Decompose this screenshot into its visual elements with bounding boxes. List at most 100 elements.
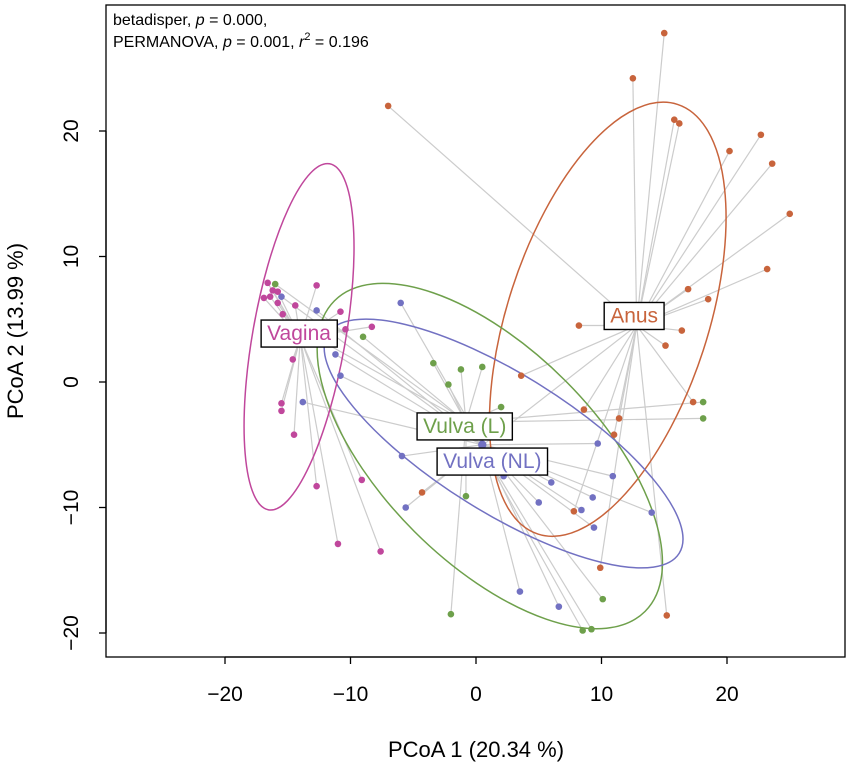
group-label-box-anus xyxy=(603,301,665,331)
x-axis-title: PCoA 1 (20.34 %) xyxy=(388,737,564,762)
spider-line-vagina xyxy=(299,338,318,487)
point-vulva-l xyxy=(447,610,455,618)
spider-line-anus xyxy=(636,33,665,326)
point-vulva-nl xyxy=(397,299,405,307)
point-vulva-l xyxy=(430,359,437,367)
point-vulva-l xyxy=(699,415,707,422)
point-anus xyxy=(768,160,776,167)
point-vulva-l xyxy=(445,381,452,388)
point-anus xyxy=(757,131,765,139)
group-label-vulva-l: Vulva (L) xyxy=(416,412,514,441)
spider-line-vagina xyxy=(299,337,382,552)
point-vulva-l xyxy=(271,280,279,288)
point-anus xyxy=(596,564,604,572)
point-vagina xyxy=(337,308,344,316)
point-vagina xyxy=(278,407,285,415)
point-vagina xyxy=(274,299,282,307)
point-vulva-nl xyxy=(337,372,344,380)
point-vulva-l xyxy=(599,595,607,603)
point-vulva-nl xyxy=(555,603,563,610)
spider-line-vulva-l xyxy=(274,283,467,423)
point-vagina xyxy=(313,282,320,289)
point-anus xyxy=(384,102,392,110)
point-vagina xyxy=(289,356,297,363)
point-vulva-l xyxy=(579,627,586,634)
group-label-box-vagina xyxy=(260,319,338,348)
group-label-text-vulva-l: Vulva (L) xyxy=(423,415,506,438)
spider-line-vagina xyxy=(299,337,363,481)
point-vulva-nl xyxy=(609,472,617,480)
point-vagina xyxy=(266,293,274,300)
point-anus xyxy=(678,327,686,334)
point-anus xyxy=(663,612,671,619)
point-vulva-nl xyxy=(398,452,406,460)
spider-line-anus xyxy=(573,325,638,512)
point-vulva-l xyxy=(462,492,470,500)
spider-line-anus xyxy=(636,150,731,326)
point-vagina xyxy=(279,310,287,318)
point-vulva-nl xyxy=(516,588,524,595)
spider-line-anus xyxy=(387,105,638,326)
point-vulva-nl xyxy=(578,506,585,514)
point-anus xyxy=(575,322,583,329)
point-vagina xyxy=(269,287,276,294)
plot-frame xyxy=(105,4,846,658)
spider-line-anus xyxy=(632,78,638,326)
point-anus xyxy=(763,265,771,273)
point-anus xyxy=(662,342,669,349)
point-vulva-nl xyxy=(548,479,555,486)
point-vulva-nl xyxy=(594,440,602,447)
point-anus xyxy=(660,29,668,37)
point-vagina xyxy=(342,325,349,333)
point-vulva-l xyxy=(478,363,486,371)
group-label-vulva-nl: Vulva (NL) xyxy=(436,447,549,476)
point-vagina xyxy=(278,400,285,407)
spider-line-anus xyxy=(599,325,638,568)
point-vulva-nl xyxy=(299,398,307,406)
point-vulva-nl xyxy=(648,509,655,516)
point-vagina xyxy=(264,279,271,287)
centroid-vulva-nl xyxy=(478,440,487,449)
point-vagina xyxy=(358,476,366,484)
y-tick-label: 20 xyxy=(60,119,83,142)
point-anus xyxy=(570,507,578,515)
point-vagina xyxy=(334,540,342,548)
ellipse-vulva-l xyxy=(316,282,664,630)
ellipse-vagina xyxy=(243,162,355,511)
spider-line-vulva-nl xyxy=(482,442,598,446)
y-tick-label: 10 xyxy=(60,245,83,268)
spider-line-vulva-l xyxy=(362,336,467,423)
group-label-box-vulva-nl xyxy=(436,447,549,476)
point-vagina xyxy=(274,288,282,295)
group-ellipses xyxy=(243,101,727,630)
x-tick-label: 0 xyxy=(470,683,482,706)
point-anus xyxy=(670,116,678,124)
group-label-anus: Anus xyxy=(603,301,665,331)
x-tick-label: 20 xyxy=(715,683,738,706)
point-vulva-nl xyxy=(332,351,339,358)
spider-line-anus xyxy=(636,134,762,326)
point-vulva-l xyxy=(457,366,465,373)
point-vulva-l xyxy=(497,403,505,411)
point-vulva-nl xyxy=(590,524,598,531)
point-vagina xyxy=(260,294,268,302)
point-vagina xyxy=(313,482,320,490)
spider-line-anus xyxy=(636,163,773,326)
y-axis-title: PCoA 2 (13.99 %) xyxy=(3,243,28,419)
point-anus xyxy=(689,398,697,406)
group-labels: Anus Vulva (L) Vulva (NL) Vagina xyxy=(260,301,665,476)
spider-lines xyxy=(263,33,791,631)
point-vulva-nl xyxy=(402,504,410,511)
point-vagina xyxy=(377,548,384,555)
point-vulva-l xyxy=(588,625,595,633)
stats-line-1: betadisper, p = 0.000, xyxy=(113,12,267,29)
point-anus xyxy=(704,295,712,303)
spider-line-vagina xyxy=(293,338,301,435)
point-vagina xyxy=(368,323,376,331)
y-axis: −20 −10 0 10 20 xyxy=(60,119,107,651)
point-vulva-nl xyxy=(313,307,320,314)
x-tick-label: 10 xyxy=(590,683,613,706)
group-label-box-vulva-l xyxy=(416,412,514,441)
stats-line-2: PERMANOVA, p = 0.001, r2 = 0.196 xyxy=(113,31,369,51)
